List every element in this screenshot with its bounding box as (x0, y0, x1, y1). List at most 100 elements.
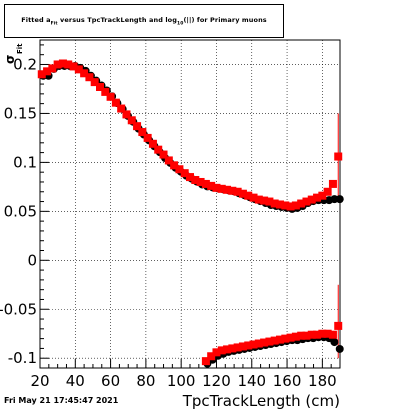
red-upper-point (191, 176, 200, 185)
red-upper-point (106, 92, 115, 101)
red-upper-point (302, 197, 311, 206)
red-lower-point (201, 357, 210, 366)
y-tick-label: 0.05 (4, 202, 37, 220)
red-lower-point (217, 346, 226, 355)
red-lower-point (307, 330, 316, 339)
red-lower-point (270, 336, 279, 345)
red-upper-point (254, 195, 263, 204)
red-lower-point (223, 345, 232, 354)
red-upper-point (328, 179, 337, 188)
red-upper-point (148, 139, 157, 148)
red-upper-point (270, 199, 279, 208)
y-tick-label: -0.05 (0, 300, 37, 318)
red-upper-point (307, 195, 316, 204)
red-upper-point (138, 128, 147, 137)
red-upper-point (175, 165, 184, 174)
red-lower-point (207, 352, 216, 361)
x-tick-label: 60 (101, 372, 120, 390)
red-upper-point (281, 201, 290, 210)
red-upper-point (101, 87, 110, 96)
red-upper-point (111, 98, 120, 107)
red-lower-point (297, 331, 306, 340)
red-upper-point (80, 69, 89, 78)
red-upper-point (69, 62, 78, 71)
red-upper-point (37, 70, 46, 79)
red-lower-point (212, 348, 221, 357)
y-tick-label: 0 (27, 251, 37, 269)
red-lower-point (254, 339, 263, 348)
red-upper-point (265, 197, 274, 206)
red-upper-point (74, 65, 83, 74)
red-lower-point (249, 340, 258, 349)
red-lower-point (265, 337, 274, 346)
black-lower-point (335, 344, 344, 353)
x-tick-label: 160 (273, 372, 302, 390)
red-lower-point (328, 330, 337, 339)
red-upper-point (96, 82, 104, 91)
red-upper-point (117, 104, 126, 113)
x-tick-label: 180 (308, 372, 337, 390)
red-upper-point (217, 184, 226, 193)
red-upper-point (196, 177, 205, 186)
y-tick-label: -0.1 (8, 349, 37, 367)
red-upper-point (180, 169, 189, 178)
red-upper-point (244, 191, 253, 200)
red-lower-point (244, 341, 253, 350)
y-axis-label: σ (3, 55, 17, 64)
x-tick-label: 100 (167, 372, 196, 390)
black-lower-point (330, 338, 339, 347)
red-lower-point (334, 321, 343, 330)
y-axis-label-subscript: Fit (16, 43, 24, 54)
red-upper-point (201, 179, 210, 188)
red-upper-point (249, 193, 258, 202)
red-lower-point (302, 331, 311, 340)
red-upper-point (122, 110, 131, 119)
red-upper-point (159, 150, 168, 159)
red-upper-point (260, 196, 269, 205)
red-upper-point (127, 116, 136, 125)
red-upper-point (48, 64, 57, 73)
red-upper-point (323, 187, 332, 196)
red-lower-point (281, 334, 290, 343)
datestamp: Fri May 21 17:45:47 2021 (4, 396, 119, 405)
y-tick-label: 0.2 (13, 55, 37, 73)
red-upper-point (313, 193, 322, 202)
red-upper-point (64, 60, 73, 69)
red-upper-point (186, 173, 194, 182)
red-upper-point (276, 200, 284, 209)
red-lower-point (276, 335, 284, 344)
chart-title-box: Fitted aFit versus TpcTrackLength and lo… (4, 4, 284, 38)
black-upper-point (335, 195, 344, 204)
red-upper-point (53, 60, 62, 69)
red-lower-point (233, 343, 242, 352)
red-lower-point (260, 338, 269, 347)
red-lower-point (313, 330, 322, 339)
red-upper-point (233, 187, 242, 196)
red-upper-point (228, 186, 237, 195)
red-upper-point (85, 73, 94, 82)
red-lower-point (323, 329, 332, 338)
red-upper-point (133, 122, 142, 131)
x-tick-label: 20 (30, 372, 49, 390)
chart-title: Fitted aFit versus TpcTrackLength and lo… (21, 15, 267, 27)
x-axis-label: TpcTrackLength (cm) (182, 392, 340, 410)
x-tick-label: 120 (202, 372, 231, 390)
red-lower-point (318, 329, 327, 338)
red-upper-point (297, 199, 306, 208)
x-tick-label: 80 (136, 372, 155, 390)
red-upper-point (43, 67, 52, 76)
red-upper-point (212, 183, 221, 192)
red-lower-point (291, 332, 300, 341)
x-tick-label: 40 (66, 372, 85, 390)
red-upper-point (207, 181, 216, 190)
y-tick-label: 0.1 (13, 153, 37, 171)
y-tick-label: 0.15 (4, 104, 37, 122)
red-upper-point (154, 145, 163, 154)
red-upper-point (164, 156, 173, 165)
red-upper-point (170, 161, 179, 170)
red-lower-point (286, 333, 295, 342)
red-lower-point (238, 342, 247, 351)
red-upper-point (90, 78, 99, 87)
red-upper-point (238, 189, 247, 198)
